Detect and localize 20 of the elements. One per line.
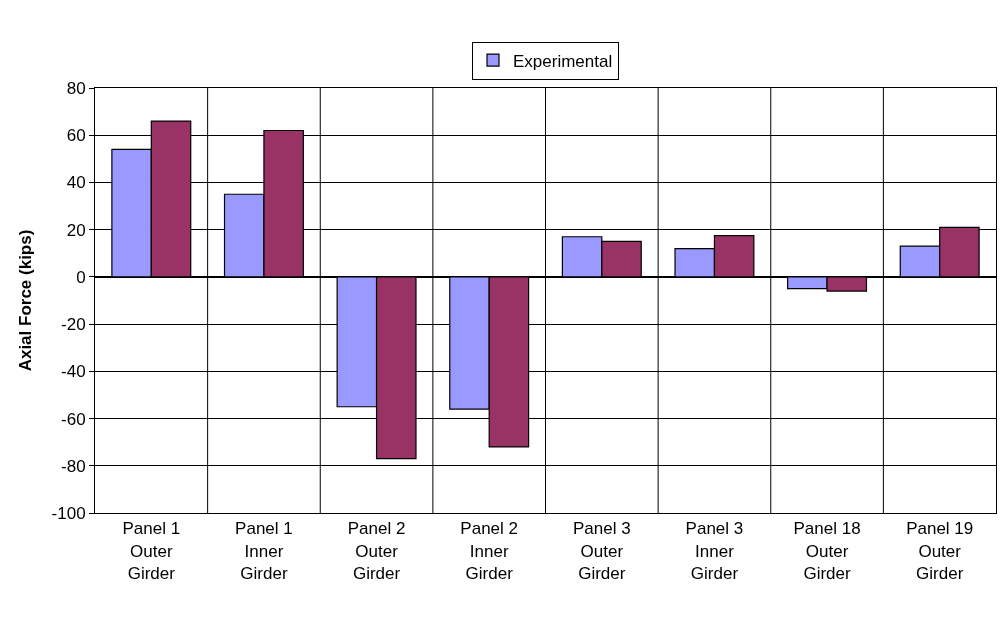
x-tick-label: Panel 2 Outer Girder <box>347 519 406 583</box>
x-tick-label: Panel 1 Outer Girder <box>122 519 181 583</box>
x-tick-label: Panel 3 Outer Girder <box>572 519 631 583</box>
legend-label: Experimental <box>513 51 613 71</box>
y-tick-label: 40 <box>66 173 86 193</box>
y-tick-label: -20 <box>61 315 86 335</box>
x-tick-label: Panel 19 Outer Girder <box>906 519 974 583</box>
x-tick-label: Panel 3 Inner Girder <box>685 519 744 583</box>
x-tick-label: Panel 2 Inner Girder <box>460 519 519 583</box>
y-tick-label: -40 <box>61 362 86 382</box>
y-axis-title: Axial Force (kips) <box>16 229 36 372</box>
y-tick-label: 80 <box>66 78 86 98</box>
y-tick-label: -100 <box>51 503 86 523</box>
y-tick-label: 20 <box>66 220 86 240</box>
y-tick-label: -80 <box>61 456 86 476</box>
x-tick-label: Panel 18 Outer Girder <box>793 519 861 583</box>
y-tick-label: 0 <box>76 267 86 287</box>
x-tick-label: Panel 1 Inner Girder <box>235 519 293 583</box>
y-tick-label: -60 <box>61 409 86 429</box>
y-tick-label: 60 <box>66 126 86 146</box>
